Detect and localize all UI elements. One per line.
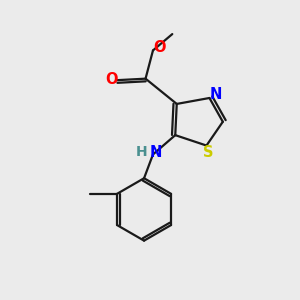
Text: O: O [153,40,166,55]
Text: S: S [203,145,213,160]
Text: N: N [149,146,161,160]
Text: N: N [210,87,222,102]
Text: O: O [105,72,118,87]
Text: H: H [136,145,148,159]
